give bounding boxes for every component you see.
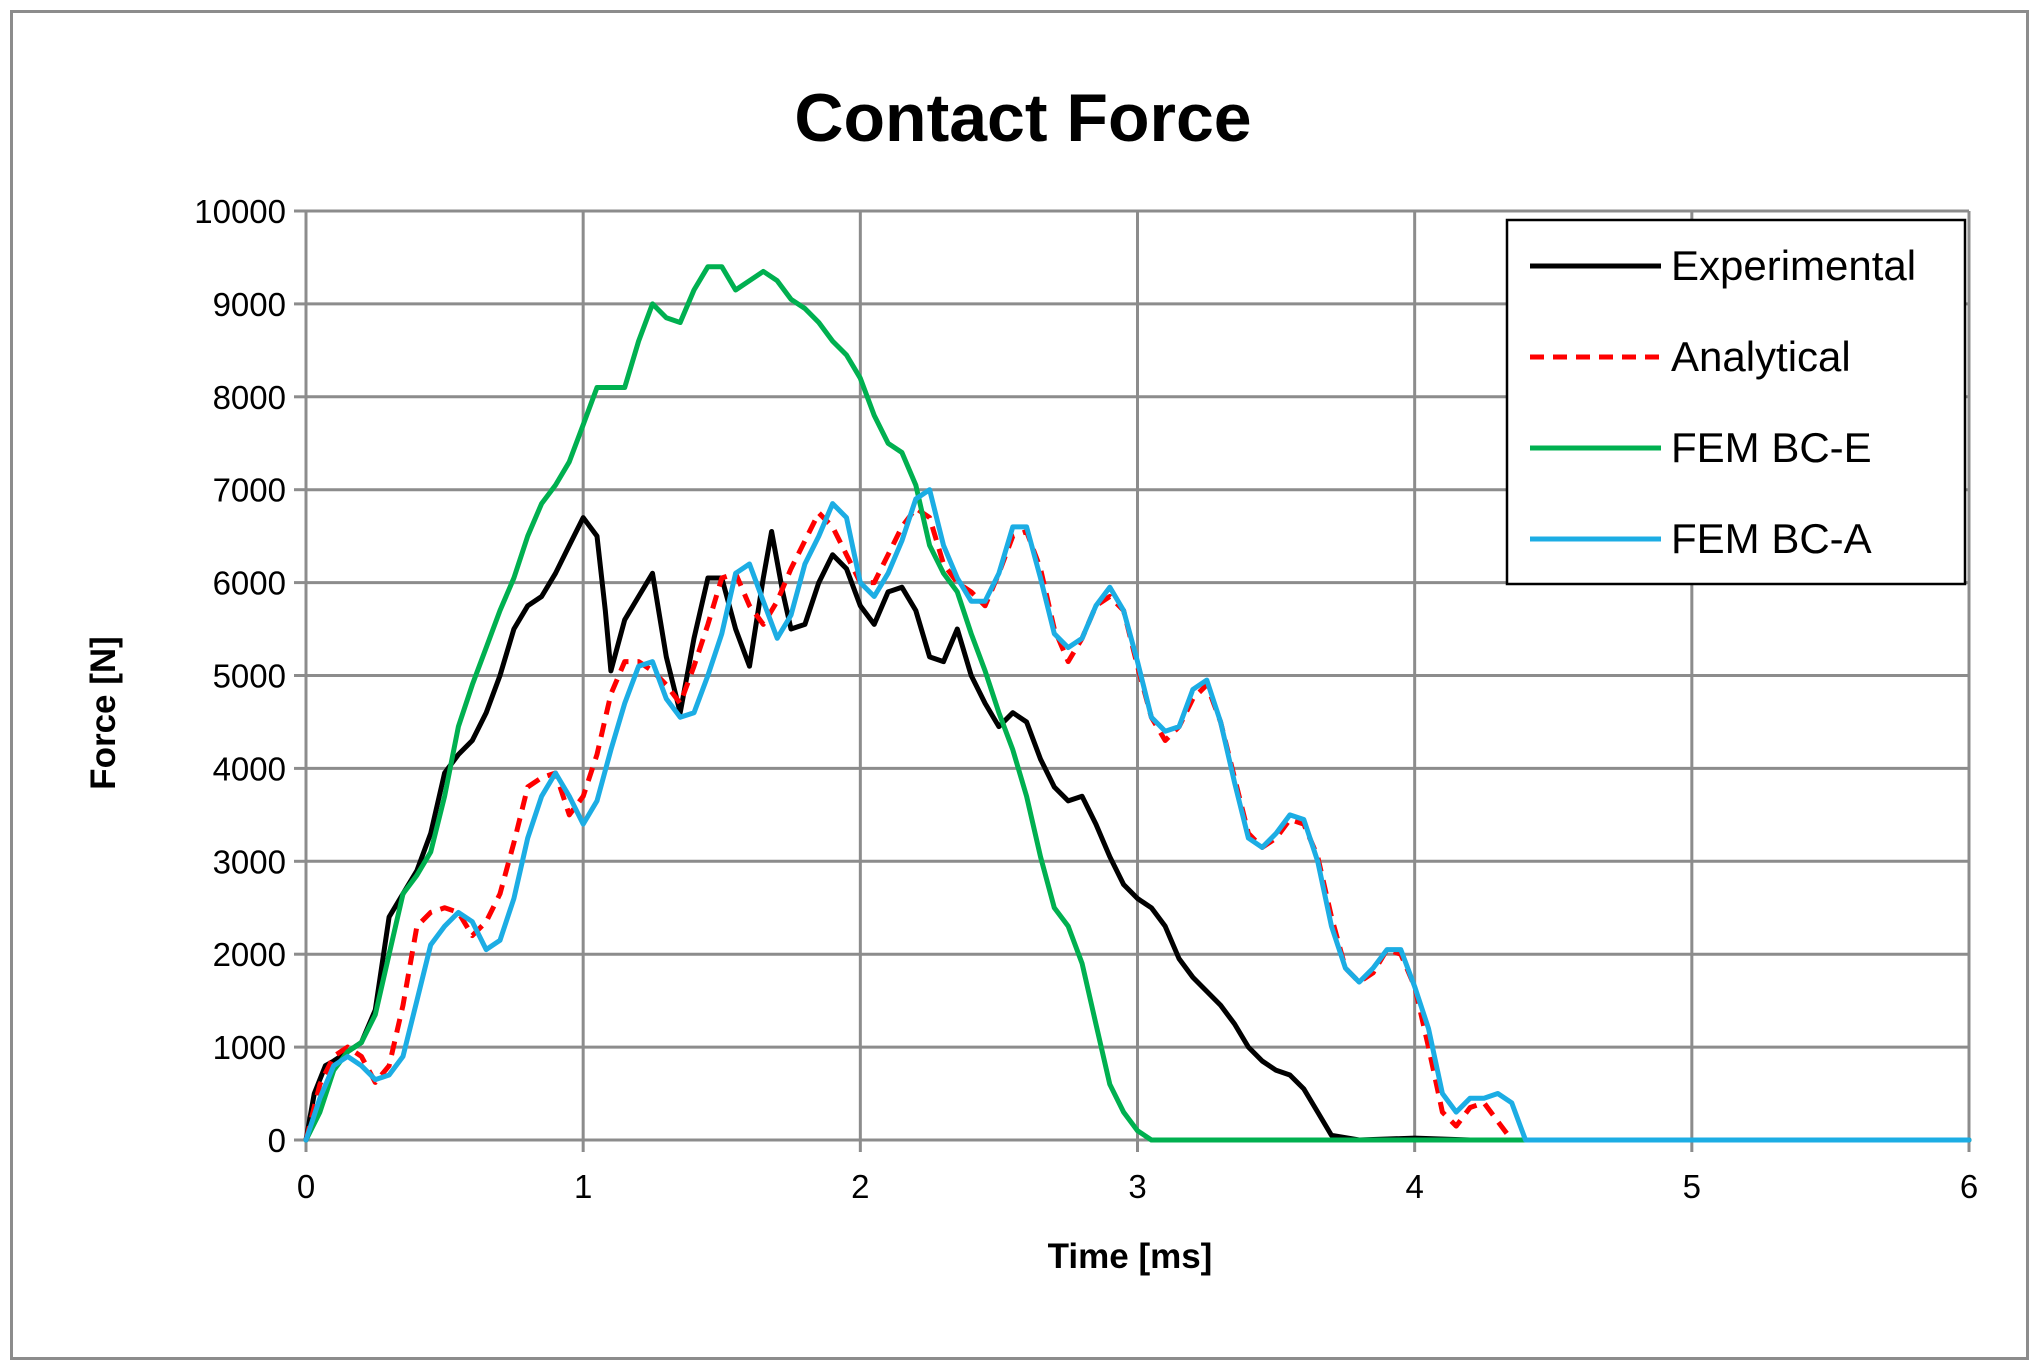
y-tick-label: 10000 <box>194 193 286 230</box>
series-line-experimental <box>303 515 1972 1143</box>
x-tick-label: 2 <box>851 1168 869 1205</box>
series-lines <box>303 264 1972 1143</box>
legend-label-fem-bc-a: FEM BC-A <box>1671 515 1872 562</box>
x-tick-label: 0 <box>297 1168 315 1205</box>
y-tick-label: 4000 <box>213 750 286 787</box>
legend-label-analytical: Analytical <box>1671 333 1851 380</box>
x-tick-label: 5 <box>1683 1168 1701 1205</box>
y-tick-label: 6000 <box>213 565 286 602</box>
legend-label-experimental: Experimental <box>1671 242 1916 289</box>
y-tick-label: 1000 <box>213 1029 286 1066</box>
x-axis-title: Time [ms] <box>1048 1237 1213 1276</box>
legend-items: Experimental Analytical FEM BC-E FEM BC-A <box>1530 242 1916 562</box>
x-tick-labels: 0 1 2 3 4 5 6 <box>297 1168 1978 1205</box>
y-axis-title: Force [N] <box>84 636 123 790</box>
series-line-fem-bc-e <box>303 264 1972 1143</box>
y-tick-label: 0 <box>268 1122 286 1159</box>
series-line-fem-bc-a <box>303 487 1972 1143</box>
y-tick-label: 5000 <box>213 658 286 695</box>
y-tick-label: 9000 <box>213 286 286 323</box>
chart-frame: Contact Force 0 1 2 3 4 5 6 0 1000 2000 3000 4000 5… <box>10 10 2029 1360</box>
x-tick-label: 6 <box>1960 1168 1978 1205</box>
y-tick-label: 7000 <box>213 472 286 509</box>
x-tick-label: 1 <box>574 1168 592 1205</box>
legend: Experimental Analytical FEM BC-E FEM BC-A <box>1505 218 1967 586</box>
x-tick-label: 3 <box>1128 1168 1146 1205</box>
chart-title: Contact Force <box>794 80 1251 156</box>
y-tick-label: 3000 <box>213 843 286 880</box>
line-chart: Contact Force 0 1 2 3 4 5 6 0 1000 2000 3000 4000 5… <box>84 80 1978 1276</box>
y-tick-label: 8000 <box>213 379 286 416</box>
y-tick-label: 2000 <box>213 936 286 973</box>
legend-label-fem-bc-e: FEM BC-E <box>1671 424 1872 471</box>
x-tick-label: 4 <box>1405 1168 1423 1205</box>
legend-box <box>1505 218 1967 586</box>
y-tick-labels: 0 1000 2000 3000 4000 5000 6000 7000 8000 9000 100… <box>194 193 286 1159</box>
